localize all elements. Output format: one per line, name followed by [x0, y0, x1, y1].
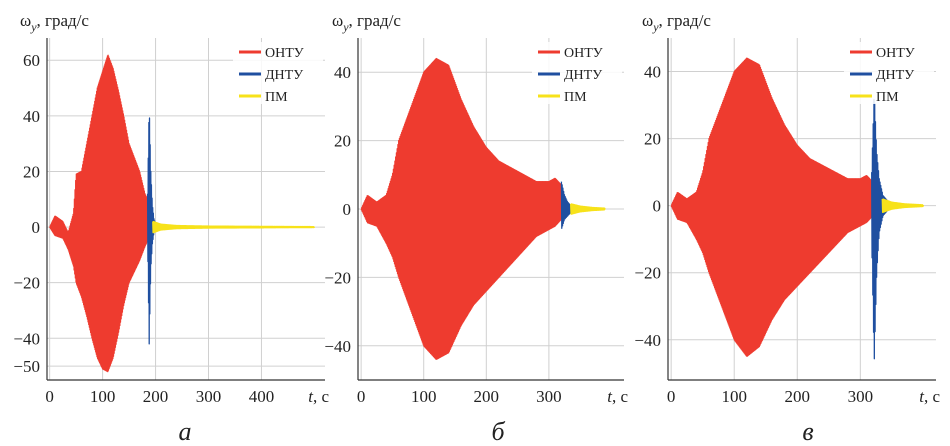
panel-label: в: [802, 417, 813, 446]
chart-panel-1: 0 100 200 300 −40 −20 0 20 40 ωy, град/с t, с ОНТУ Д…: [324, 11, 628, 446]
series-line-ПМ: [570, 203, 606, 215]
y-tick-label: 40: [334, 63, 351, 82]
y-tick-label: 40: [23, 107, 40, 126]
legend-label: ОНТУ: [564, 46, 603, 61]
legend-label: ОНТУ: [876, 46, 915, 61]
x-tick-label: 300: [536, 387, 562, 406]
legend-label: ПМ: [265, 90, 288, 105]
legend-label: ДНТУ: [876, 68, 914, 83]
legend-label: ОНТУ: [265, 46, 304, 61]
y-tick-label: −20: [13, 274, 40, 293]
x-axis-label: t, с: [607, 387, 628, 406]
x-tick-label: 300: [848, 387, 874, 406]
x-tick-label: 200: [143, 387, 169, 406]
legend: ОНТУ ДНТУ ПМ: [532, 42, 622, 105]
y-tick-label: 60: [23, 51, 40, 70]
x-axis-label: t, с: [919, 387, 940, 406]
series-line-ОНТУ: [670, 57, 874, 357]
x-tick-label: 100: [90, 387, 116, 406]
panel-label: а: [179, 417, 192, 446]
y-axis-label: ωy, град/с: [332, 11, 401, 34]
y-axis-label: ωy, град/с: [20, 11, 89, 34]
x-tick-label: 200: [474, 387, 500, 406]
x-tick-label: 200: [785, 387, 811, 406]
y-tick-label: 20: [644, 130, 661, 149]
y-tick-label: −50: [13, 357, 40, 376]
y-tick-label: 20: [23, 162, 40, 181]
y-tick-label: −40: [634, 331, 661, 350]
y-tick-label: −40: [324, 337, 351, 356]
x-tick-label: 0: [357, 387, 366, 406]
x-tick-label: 0: [667, 387, 676, 406]
x-tick-label: 400: [249, 387, 275, 406]
y-tick-label: 0: [343, 200, 352, 219]
y-tick-label: −20: [634, 264, 661, 283]
legend-label: ПМ: [564, 90, 587, 105]
y-tick-label: −40: [13, 329, 40, 348]
x-tick-label: 100: [411, 387, 437, 406]
y-tick-label: 0: [653, 197, 662, 216]
x-axis-label: t, с: [308, 387, 329, 406]
y-tick-label: 0: [32, 218, 41, 237]
x-tick-label: 300: [196, 387, 222, 406]
series-line-ОНТУ: [360, 57, 562, 360]
x-tick-label: 100: [721, 387, 747, 406]
legend: ОНТУ ДНТУ ПМ: [233, 42, 323, 105]
panel-label: б: [491, 417, 505, 446]
series-line-ОНТУ: [49, 54, 149, 373]
chart-panel-2: 0 100 200 300 −40 −20 0 20 40 ωy, град/с t, с ОНТУ Д…: [634, 11, 940, 446]
legend-label: ПМ: [876, 90, 899, 105]
y-tick-label: 40: [644, 63, 661, 82]
y-tick-label: −20: [324, 268, 351, 287]
legend-label: ДНТУ: [564, 68, 602, 83]
chart-panel-0: 0 100 200 300 400 −50 −40 −20 0 20 40 60 ωy, град/с t…: [13, 11, 329, 446]
y-axis-label: ωy, град/с: [642, 11, 711, 34]
x-tick-label: 0: [45, 387, 54, 406]
y-tick-label: 20: [334, 132, 351, 151]
series-line-ПМ: [881, 198, 925, 214]
legend-label: ДНТУ: [265, 68, 303, 83]
series-line-ПМ: [152, 220, 315, 234]
legend: ОНТУ ДНТУ ПМ: [844, 42, 934, 105]
